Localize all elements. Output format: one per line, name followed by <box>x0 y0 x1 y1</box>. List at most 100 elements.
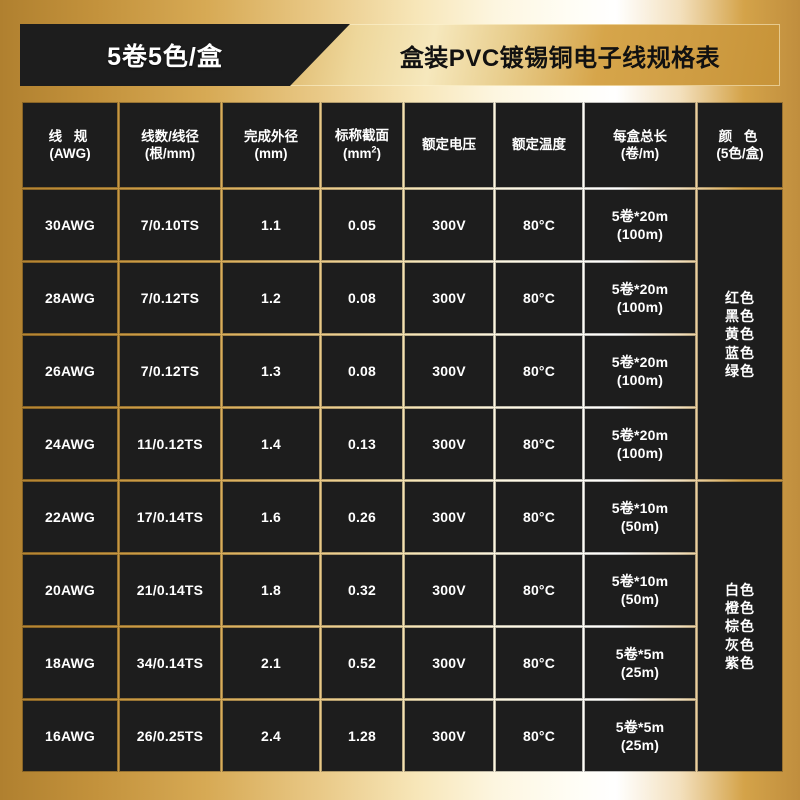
cell-strands: 7/0.10TS <box>120 190 220 260</box>
cell-outer-diameter: 1.6 <box>223 482 319 552</box>
header-color-line2: (5色/盒) <box>716 146 764 161</box>
cell-nominal-area: 1.28 <box>322 701 402 771</box>
length-line1: 5卷*10m <box>611 499 669 516</box>
header-cell-temperature: 额定温度 <box>496 103 582 187</box>
header-cell-color: 颜 色 (5色/盒) <box>698 103 782 187</box>
cell-outer-diameter: 1.2 <box>223 263 319 333</box>
color-name: 紫色 <box>725 654 755 671</box>
cell-outer-diameter: 1.8 <box>223 555 319 625</box>
cell-strands: 17/0.14TS <box>120 482 220 552</box>
color-name: 黑色 <box>725 308 755 325</box>
header-cell-nominal-area: 标称截面 (mm2) <box>322 103 402 187</box>
cell-total-length: 5卷*20m (100m) <box>585 190 695 260</box>
header-strands-line2: (根/mm) <box>144 146 196 161</box>
cell-temperature: 80°C <box>496 336 582 406</box>
table-row: 20AWG 21/0.14TS 1.8 0.32 300V 80°C 5卷*10… <box>23 555 782 625</box>
color-name: 黄色 <box>725 326 755 343</box>
length-line1: 5卷*20m <box>611 426 669 443</box>
header-od-line2: (mm) <box>254 146 288 161</box>
table-row: 30AWG 7/0.10TS 1.1 0.05 300V 80°C 5卷*20m… <box>23 190 782 479</box>
cell-total-length: 5卷*20m (100m) <box>585 409 695 479</box>
cell-voltage: 300V <box>405 482 493 552</box>
cell-awg: 22AWG <box>23 482 117 552</box>
header-color-line1: 颜 色 <box>718 128 762 144</box>
cell-color-group: 红色 黑色 黄色 蓝色 绿色 <box>698 190 782 479</box>
length-line1: 5卷*20m <box>611 207 669 224</box>
header-temp-line1: 额定温度 <box>512 137 566 153</box>
banner-left-label: 5卷5色/盒 <box>107 43 223 71</box>
length-line2: (100m) <box>616 299 664 315</box>
cell-awg: 18AWG <box>23 628 117 698</box>
header-od-line1: 完成外径 <box>244 128 298 144</box>
color-name: 橙色 <box>725 600 755 617</box>
cell-voltage: 300V <box>405 336 493 406</box>
cell-total-length: 5卷*20m (100m) <box>585 263 695 333</box>
header-cell-total-length: 每盒总长 (卷/m) <box>585 103 695 187</box>
cell-strands: 11/0.12TS <box>120 409 220 479</box>
superscript-two: 2 <box>371 144 377 155</box>
color-name: 灰色 <box>725 636 755 653</box>
header-awg-line2: (AWG) <box>49 146 91 161</box>
header-voltage-line1: 额定电压 <box>422 137 476 153</box>
length-line2: (100m) <box>616 445 664 461</box>
header-cell-strands: 线数/线径 (根/mm) <box>120 103 220 187</box>
color-name: 棕色 <box>725 618 755 635</box>
table-row: 28AWG 7/0.12TS 1.2 0.08 300V 80°C 5卷*20m… <box>23 263 782 333</box>
header-banner: 5卷5色/盒 盒装PVC镀锡铜电子线规格表 <box>20 24 780 86</box>
cell-voltage: 300V <box>405 628 493 698</box>
length-line2: (50m) <box>620 518 660 534</box>
cell-total-length: 5卷*10m (50m) <box>585 555 695 625</box>
cell-nominal-area: 0.26 <box>322 482 402 552</box>
cell-voltage: 300V <box>405 263 493 333</box>
cell-awg: 30AWG <box>23 190 117 260</box>
color-name: 蓝色 <box>725 344 755 361</box>
length-line2: (25m) <box>620 664 660 680</box>
length-line1: 5卷*5m <box>615 718 665 735</box>
header-length-line2: (卷/m) <box>620 146 660 161</box>
color-name: 红色 <box>725 290 755 307</box>
cell-awg: 24AWG <box>23 409 117 479</box>
color-name: 白色 <box>725 582 755 599</box>
table-row: 26AWG 7/0.12TS 1.3 0.08 300V 80°C 5卷*20m… <box>23 336 782 406</box>
cell-voltage: 300V <box>405 190 493 260</box>
cell-temperature: 80°C <box>496 263 582 333</box>
length-line1: 5卷*5m <box>615 645 665 662</box>
table-row: 24AWG 11/0.12TS 1.4 0.13 300V 80°C 5卷*20… <box>23 409 782 479</box>
header-cell-voltage: 额定电压 <box>405 103 493 187</box>
cell-strands: 21/0.14TS <box>120 555 220 625</box>
page-title: 盒装PVC镀锡铜电子线规格表 <box>399 44 721 72</box>
cell-nominal-area: 0.13 <box>322 409 402 479</box>
cell-outer-diameter: 1.1 <box>223 190 319 260</box>
header-length-line1: 每盒总长 <box>613 128 667 144</box>
length-line2: (25m) <box>620 737 660 753</box>
cell-awg: 26AWG <box>23 336 117 406</box>
cell-awg: 20AWG <box>23 555 117 625</box>
cell-total-length: 5卷*5m (25m) <box>585 628 695 698</box>
table-row: 18AWG 34/0.14TS 2.1 0.52 300V 80°C 5卷*5m… <box>23 628 782 698</box>
cell-voltage: 300V <box>405 555 493 625</box>
cell-temperature: 80°C <box>496 190 582 260</box>
header-area-line1: 标称截面 <box>335 128 389 144</box>
length-line1: 5卷*20m <box>611 280 669 297</box>
length-line2: (100m) <box>616 226 664 242</box>
cell-outer-diameter: 2.4 <box>223 701 319 771</box>
cell-temperature: 80°C <box>496 628 582 698</box>
cell-voltage: 300V <box>405 409 493 479</box>
cell-strands: 26/0.25TS <box>120 701 220 771</box>
cell-temperature: 80°C <box>496 555 582 625</box>
header-strands-line1: 线数/线径 <box>141 128 199 144</box>
table-row: 22AWG 17/0.14TS 1.6 0.26 300V 80°C 5卷*10… <box>23 482 782 771</box>
cell-total-length: 5卷*10m (50m) <box>585 482 695 552</box>
cell-voltage: 300V <box>405 701 493 771</box>
table-body: 30AWG 7/0.10TS 1.1 0.05 300V 80°C 5卷*20m… <box>23 190 782 771</box>
header-cell-awg: 线 规 (AWG) <box>23 103 117 187</box>
length-line2: (50m) <box>620 591 660 607</box>
length-line1: 5卷*20m <box>611 353 669 370</box>
length-line2: (100m) <box>616 372 664 388</box>
cell-outer-diameter: 1.3 <box>223 336 319 406</box>
cell-outer-diameter: 1.4 <box>223 409 319 479</box>
header-area-line2: (mm2) <box>342 144 382 162</box>
cell-strands: 7/0.12TS <box>120 263 220 333</box>
banner-black-wedge <box>20 24 350 86</box>
